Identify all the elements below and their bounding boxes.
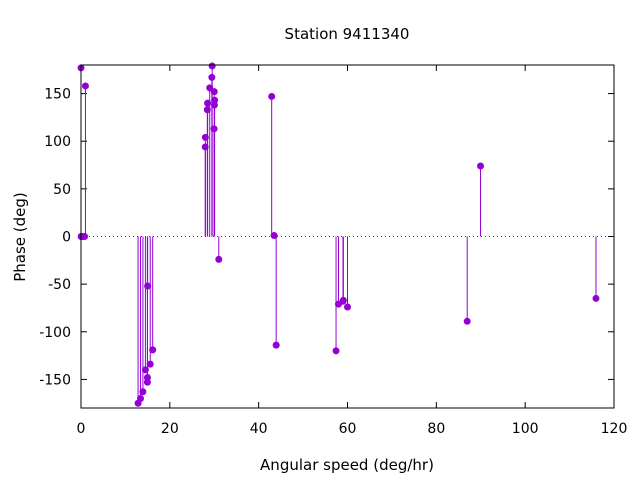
data-point bbox=[592, 294, 600, 302]
data-point bbox=[81, 82, 89, 90]
y-tick-label: 0 bbox=[62, 230, 71, 246]
data-point bbox=[272, 341, 280, 349]
chart-title: Station 9411340 bbox=[285, 25, 410, 43]
x-tick-label: 40 bbox=[250, 421, 268, 437]
x-tick-label: 120 bbox=[601, 421, 628, 437]
plot-frame bbox=[80, 64, 615, 409]
y-tick-label: -150 bbox=[39, 372, 71, 388]
y-tick-label: -100 bbox=[39, 325, 71, 341]
data-point bbox=[211, 96, 219, 104]
x-axis-title: Angular speed (deg/hr) bbox=[260, 456, 434, 474]
data-series bbox=[77, 62, 600, 407]
axis-ticks: 0 20 40 60 80 100 120 -150 -100 -50 0 50 100 150 bbox=[39, 65, 627, 437]
data-point bbox=[146, 360, 154, 368]
x-tick-label: 80 bbox=[427, 421, 445, 437]
y-tick-label: 100 bbox=[44, 134, 71, 150]
data-point bbox=[143, 374, 151, 382]
data-point bbox=[139, 388, 147, 396]
x-tick-label: 100 bbox=[512, 421, 539, 437]
data-point bbox=[339, 296, 347, 304]
y-axis-title: Phase (deg) bbox=[11, 192, 29, 282]
data-point bbox=[215, 255, 223, 263]
data-point bbox=[137, 394, 145, 402]
data-point bbox=[332, 347, 340, 355]
data-point bbox=[210, 88, 218, 96]
y-tick-label: 50 bbox=[53, 182, 71, 198]
data-point bbox=[463, 317, 471, 325]
data-point bbox=[81, 233, 89, 240]
data-point bbox=[344, 303, 351, 311]
data-point bbox=[149, 346, 157, 354]
y-tick-label: 150 bbox=[44, 87, 71, 103]
x-tick-label: 0 bbox=[77, 421, 86, 437]
x-tick-label: 60 bbox=[339, 421, 357, 437]
data-point bbox=[268, 92, 276, 100]
x-tick-label: 20 bbox=[161, 421, 179, 437]
data-point bbox=[144, 282, 152, 290]
data-point bbox=[208, 62, 216, 70]
y-tick-label: -50 bbox=[48, 277, 71, 293]
data-point bbox=[477, 162, 485, 170]
